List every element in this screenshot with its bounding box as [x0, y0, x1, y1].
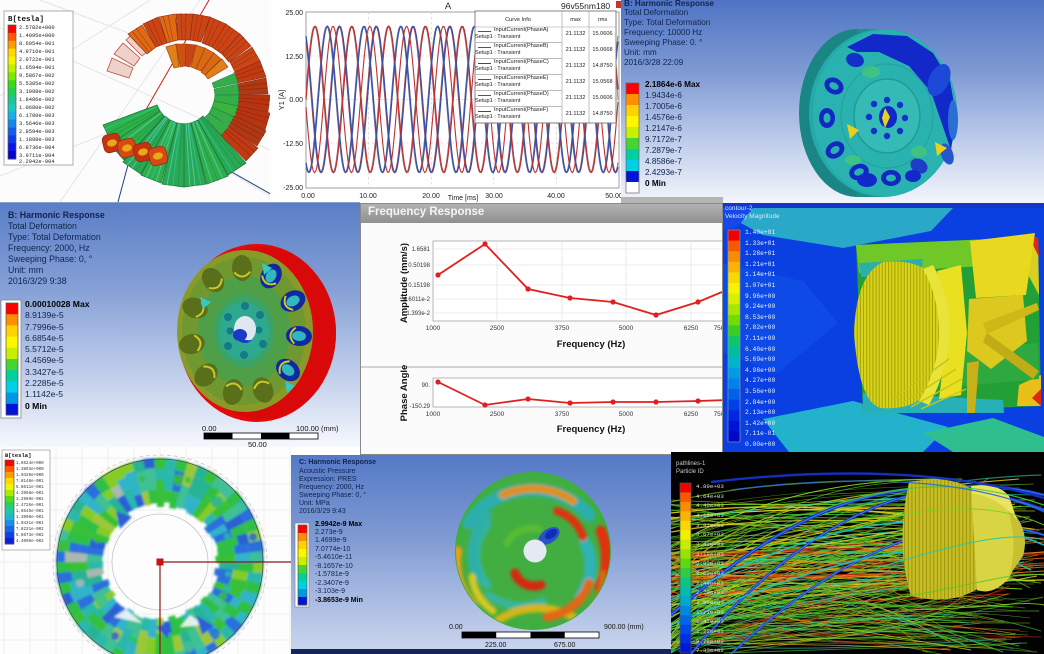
svg-text:1.0431e-001: 1.0431e-001 — [16, 522, 44, 526]
svg-text:30.00: 30.00 — [485, 193, 503, 200]
svg-text:3.9711e-004: 3.9711e-004 — [19, 153, 55, 159]
svg-text:12.50: 12.50 — [285, 54, 303, 61]
svg-text:4.3958e-001: 4.3958e-001 — [16, 492, 44, 496]
svg-text:-150.29: -150.29 — [410, 404, 431, 410]
svg-text:4.4005e-002: 4.4005e-002 — [16, 540, 44, 544]
svg-text:50.00: 50.00 — [605, 193, 621, 200]
svg-text:2.8594e-003: 2.8594e-003 — [19, 129, 55, 135]
svg-text:1.8545e-001: 1.8545e-001 — [16, 510, 44, 514]
svg-text:0.00: 0.00 — [301, 193, 315, 200]
svg-text:750: 750 — [714, 411, 722, 418]
svg-text:Frequency (Hz): Frequency (Hz) — [557, 424, 626, 435]
svg-text:Phase Angle: Phase Angle — [399, 365, 410, 422]
svg-text:rms: rms — [598, 17, 608, 23]
svg-text:3750: 3750 — [555, 411, 570, 418]
svg-text:50.00: 50.00 — [248, 440, 267, 447]
svg-text:1000: 1000 — [426, 411, 441, 418]
svg-text:900.00 (mm): 900.00 (mm) — [604, 624, 644, 631]
svg-text:5.8673e-002: 5.8673e-002 — [16, 534, 44, 538]
svg-text:40.00: 40.00 — [547, 193, 565, 200]
svg-text:1.1898e-003: 1.1898e-003 — [19, 137, 55, 143]
svg-text:6250: 6250 — [684, 411, 699, 418]
svg-text:A: A — [445, 1, 452, 12]
svg-text:3.2969e-001: 3.2969e-001 — [16, 498, 44, 502]
svg-text:6.8736e-004: 6.8736e-004 — [19, 145, 55, 151]
svg-text:1.6594e-001: 1.6594e-001 — [19, 65, 55, 71]
svg-text:1.4095e+000: 1.4095e+000 — [19, 33, 55, 39]
svg-text:0.50198: 0.50198 — [408, 263, 430, 269]
svg-text:5000: 5000 — [619, 325, 634, 332]
svg-text:25.00: 25.00 — [285, 10, 303, 17]
svg-text:B[tesla]: B[tesla] — [8, 16, 44, 24]
svg-text:2500: 2500 — [490, 411, 505, 418]
svg-text:100.00 (mm): 100.00 (mm) — [296, 424, 339, 433]
svg-text:5.8611e-001: 5.8611e-001 — [16, 486, 44, 490]
svg-text:6250: 6250 — [684, 325, 699, 332]
svg-text:2.4726e-001: 2.4726e-001 — [16, 504, 44, 508]
svg-text:0.15198: 0.15198 — [408, 283, 430, 289]
svg-text:1000: 1000 — [426, 325, 441, 332]
svg-text:9.5867e-002: 9.5867e-002 — [19, 73, 55, 79]
svg-text:1.3893e+000: 1.3893e+000 — [16, 468, 44, 472]
svg-text:6.1700e-003: 6.1700e-003 — [19, 113, 55, 119]
svg-text:B[tesla]: B[tesla] — [5, 452, 31, 459]
svg-text:7.8148e-001: 7.8148e-001 — [16, 480, 44, 484]
svg-text:2.0722e-001: 2.0722e-001 — [19, 57, 55, 63]
svg-text:-12.50: -12.50 — [283, 141, 303, 148]
svg-text:5000: 5000 — [619, 411, 634, 418]
svg-text:3.1998e-002: 3.1998e-002 — [19, 89, 55, 95]
svg-text:2.5782e+000: 2.5782e+000 — [19, 25, 55, 31]
svg-text:1.393e-2: 1.393e-2 — [406, 311, 430, 317]
svg-text:-25.00: -25.00 — [283, 185, 303, 192]
svg-text:1.3908e-001: 1.3908e-001 — [16, 516, 44, 520]
svg-text:20.00: 20.00 — [422, 193, 440, 200]
svg-text:750: 750 — [714, 325, 722, 332]
svg-text:0.00: 0.00 — [449, 624, 463, 631]
svg-text:8.6054e-001: 8.6054e-001 — [19, 41, 55, 47]
svg-text:1.6581: 1.6581 — [412, 247, 431, 253]
svg-text:2.2942e-004: 2.2942e-004 — [19, 159, 55, 165]
svg-text:7.8231e-002: 7.8231e-002 — [16, 528, 44, 532]
svg-text:max: max — [570, 17, 581, 23]
svg-text:1.0420e+000: 1.0420e+000 — [16, 474, 44, 478]
svg-text:Curve Info: Curve Info — [505, 17, 531, 23]
svg-text:0.00: 0.00 — [202, 424, 217, 433]
svg-text:Frequency (Hz): Frequency (Hz) — [557, 339, 626, 350]
svg-text:96v55nm180: 96v55nm180 — [561, 1, 610, 11]
svg-text:90.: 90. — [422, 383, 431, 389]
svg-text:5.5385e-002: 5.5385e-002 — [19, 81, 55, 87]
svg-text:1.8524e+000: 1.8524e+000 — [16, 462, 44, 466]
svg-text:3750: 3750 — [555, 325, 570, 332]
svg-text:Y1 [A]: Y1 [A] — [277, 90, 286, 110]
svg-text:10.00: 10.00 — [359, 193, 377, 200]
svg-text:225.00: 225.00 — [485, 642, 507, 649]
svg-text:Time [ms]: Time [ms] — [448, 195, 479, 202]
svg-text:1.0680e-002: 1.0680e-002 — [19, 105, 55, 111]
svg-text:3.5646e-003: 3.5646e-003 — [19, 121, 55, 127]
svg-text:0.00: 0.00 — [289, 97, 303, 104]
svg-text:675.00: 675.00 — [554, 642, 576, 649]
svg-text:Amplitude (mm/s): Amplitude (mm/s) — [399, 243, 410, 323]
svg-text:4.9716e-001: 4.9716e-001 — [19, 49, 55, 55]
svg-text:1.8486e-002: 1.8486e-002 — [19, 97, 55, 103]
svg-text:2500: 2500 — [490, 325, 505, 332]
svg-text:4.6011e-2: 4.6011e-2 — [403, 297, 430, 303]
